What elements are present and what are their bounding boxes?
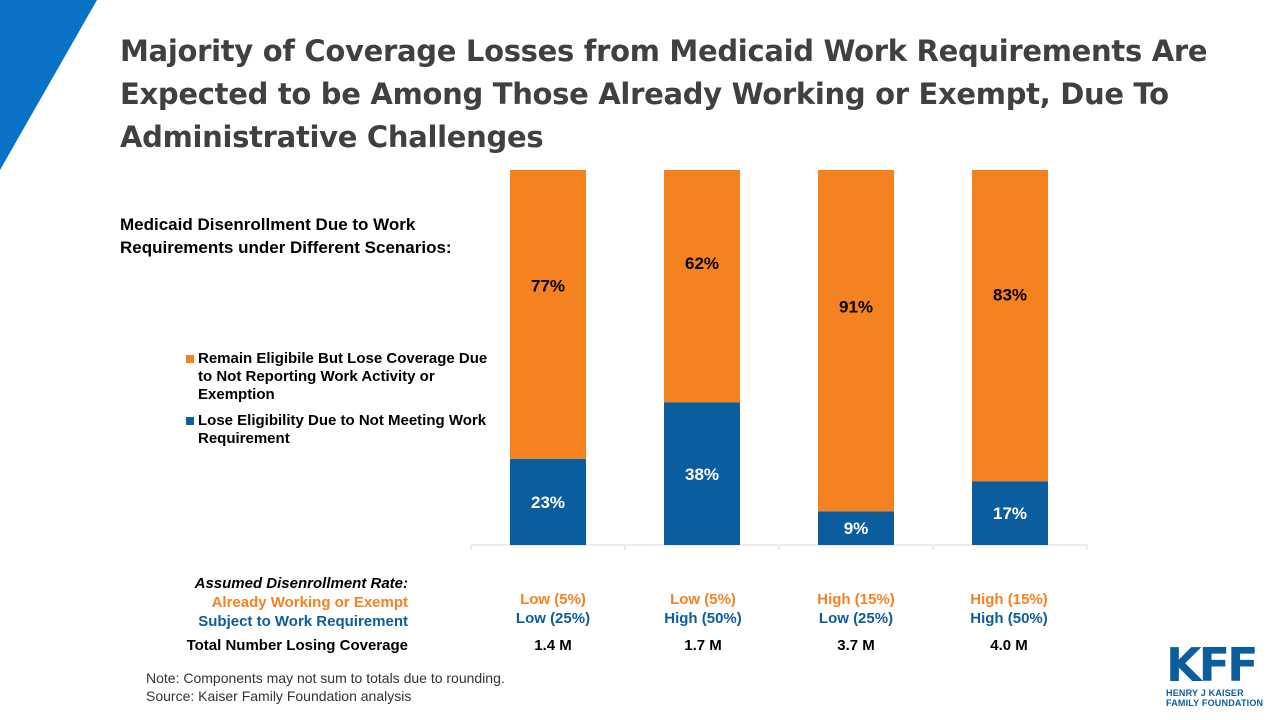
cell-working: Low (5%) — [520, 591, 586, 608]
bar-segment-blue-4 — [972, 481, 1048, 545]
cell-working: Low (5%) — [670, 591, 736, 608]
cell-subject: High (50%) — [970, 610, 1048, 627]
data-label: 38% — [685, 465, 719, 484]
data-label: 9% — [844, 519, 869, 538]
bar-segment-blue-2 — [664, 402, 740, 545]
cell-subject: Low (25%) — [818, 610, 894, 627]
kff-logo: KFF HENRY J KAISER FAMILY FOUNDATION — [1166, 642, 1266, 708]
bar-segment-orange-2 — [664, 170, 740, 403]
note-text: Note: Components may not sum to totals d… — [146, 670, 505, 686]
data-label: 77% — [531, 277, 565, 296]
cell-subject: Low (25%) — [515, 610, 591, 627]
legend-label-orange: Remain Eligibile But Lose Coverage Due t… — [198, 350, 488, 403]
corner-accent — [0, 0, 97, 170]
bar-segment-blue-3 — [818, 511, 894, 545]
cell-total: 4.0 M — [990, 637, 1028, 654]
data-label: 91% — [839, 298, 873, 317]
legend-swatch-blue — [186, 417, 194, 425]
bar-segment-blue-1 — [510, 458, 586, 545]
cell-total: 3.7 M — [837, 637, 875, 654]
bar-segment-orange-1 — [510, 170, 586, 459]
row-label-subject: Subject to Work Requirement — [198, 613, 408, 630]
legend-label-blue: Lose Eligibility Due to Not Meeting Work… — [198, 412, 487, 447]
bar-segment-orange-4 — [972, 170, 1048, 482]
row-label-working: Already Working or Exempt — [211, 594, 408, 611]
data-label: 62% — [685, 254, 719, 273]
bar-segment-orange-3 — [818, 170, 894, 512]
cell-total: 1.7 M — [684, 637, 722, 654]
logo-line-1: HENRY J KAISER — [1166, 688, 1244, 698]
data-label: 23% — [531, 493, 565, 512]
bars-group: 23% 77% 38% 62% 9% 91% 17% 83% — [510, 170, 1048, 545]
stacked-bar-chart: 23% 77% 38% 62% 9% 91% 17% 83% — [470, 170, 1088, 550]
data-label: 17% — [993, 504, 1027, 523]
page-title: Majority of Coverage Losses from Medicai… — [120, 34, 1208, 154]
cell-subject: High (50%) — [664, 610, 742, 627]
source-text: Source: Kaiser Family Foundation analysi… — [146, 688, 412, 704]
table-header: Assumed Disenrollment Rate: — [194, 575, 408, 592]
cell-working: High (15%) — [817, 591, 895, 608]
logo-mark: KFF — [1166, 638, 1259, 692]
footnotes: Note: Components may not sum to totals d… — [146, 669, 505, 705]
data-label: 83% — [993, 286, 1027, 305]
legend-swatch-orange — [186, 355, 194, 363]
row-label-total: Total Number Losing Coverage — [186, 637, 408, 654]
chart-subtitle: Medicaid Disenrollment Due to Work Requi… — [120, 215, 452, 257]
logo-line-2: FAMILY FOUNDATION — [1166, 698, 1264, 708]
cell-total: 1.4 M — [534, 637, 572, 654]
cell-working: High (15%) — [970, 591, 1048, 608]
